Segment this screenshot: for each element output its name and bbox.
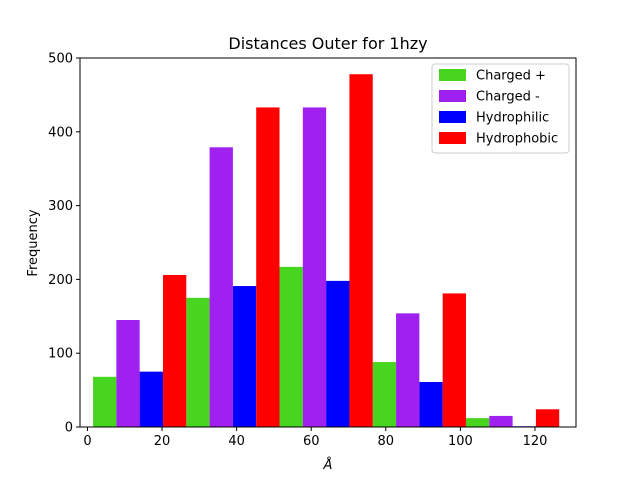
bar: [186, 297, 210, 427]
legend-swatch: [439, 111, 466, 123]
x-tick-label: 0: [83, 434, 91, 449]
bar: [535, 409, 560, 427]
bar: [349, 74, 373, 428]
bars-layer: [93, 74, 560, 428]
bar: [396, 313, 420, 427]
y-axis: 0 100 200 300 400 500: [48, 52, 80, 436]
legend-swatch: [439, 132, 466, 144]
legend-label: Charged -: [476, 90, 540, 105]
bar: [302, 107, 327, 428]
x-axis-label: Å: [323, 457, 333, 473]
plot-frame: [79, 57, 577, 428]
bar: [372, 362, 397, 427]
legend-label: Charged +: [476, 69, 546, 84]
legend-label: Hydrophobic: [476, 132, 558, 147]
chart-title: Distances Outer for 1hzy: [228, 34, 427, 53]
x-axis: 0 20 40 60 80 100 120: [83, 427, 547, 449]
y-tick-label: 200: [48, 273, 73, 288]
y-tick-label: 500: [48, 52, 73, 67]
y-tick-label: 300: [48, 199, 73, 214]
bar: [139, 371, 163, 427]
bar: [419, 381, 443, 427]
x-tick-label: 80: [378, 434, 395, 449]
bar: [465, 418, 490, 427]
bar: [209, 147, 233, 427]
legend-swatch: [439, 69, 466, 81]
y-tick-label: 100: [48, 347, 73, 362]
bar: [256, 107, 280, 428]
bar: [232, 286, 257, 427]
bar: [116, 319, 140, 427]
bar: [162, 274, 187, 427]
bar: [489, 415, 513, 427]
legend-box: [431, 63, 570, 154]
bar: [442, 293, 466, 427]
x-tick-label: 40: [228, 434, 245, 449]
x-tick-label: 20: [154, 434, 171, 449]
x-tick-label: 60: [303, 434, 320, 449]
y-tick-label: 0: [65, 421, 73, 436]
y-axis-label: Frequency: [26, 209, 41, 276]
x-tick-label: 100: [448, 434, 473, 449]
bar: [93, 376, 117, 427]
legend-swatch: [439, 90, 466, 102]
bar: [279, 266, 303, 427]
bar: [326, 280, 350, 427]
y-tick-label: 400: [48, 125, 73, 140]
x-tick-label: 120: [523, 434, 548, 449]
legend: Charged + Charged - Hydrophilic Hydrophobic: [431, 63, 570, 154]
legend-label: Hydrophilic: [476, 111, 549, 126]
